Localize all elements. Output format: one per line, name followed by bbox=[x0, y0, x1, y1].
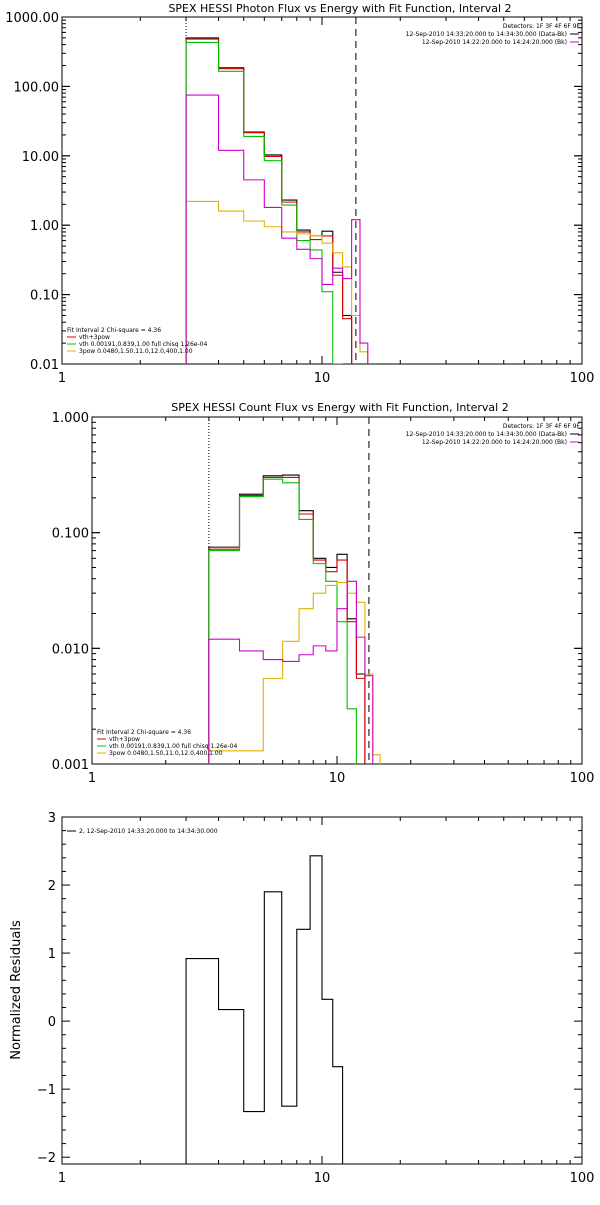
x-tick-label: 100 bbox=[570, 1171, 595, 1186]
y-tick-label: 0.100 bbox=[52, 527, 89, 542]
legend-label: 3pow 0.0480,1.50,11.0,12.0,400,1.00 bbox=[79, 348, 193, 355]
series-line-2 bbox=[185, 41, 344, 364]
interval-label: 12-Sep-2010 14:22:20.000 to 14:24:20.000… bbox=[422, 439, 567, 446]
fit-info-label: Fit Interval 2 Chi-square = 4.36 bbox=[67, 327, 161, 334]
data-layer bbox=[185, 17, 369, 364]
y-tick-label: 1.000 bbox=[52, 411, 89, 426]
data-layer bbox=[185, 855, 344, 1164]
interval-label: 12-Sep-2010 14:22:20.000 to 14:24:20.000… bbox=[422, 39, 567, 46]
y-tick-label: 0.01 bbox=[30, 358, 59, 373]
photon-flux-frame bbox=[61, 16, 583, 365]
y-tick-label: −1 bbox=[37, 1083, 56, 1098]
y-tick-label: 1 bbox=[48, 947, 56, 962]
y-tick-label: 100.00 bbox=[14, 80, 60, 95]
fit-info-label: Fit Interval 2 Chi-square = 4.36 bbox=[97, 729, 191, 736]
series-line-3 bbox=[208, 582, 381, 764]
series-line-3 bbox=[185, 200, 369, 364]
y-tick-label: 0 bbox=[48, 1015, 56, 1030]
count-flux-plot: 1 10 100 1.000 0.100 0.010 0.001 Detectors: 1F … bbox=[52, 411, 595, 786]
series-line-0 bbox=[185, 855, 344, 1164]
legend-label: 2, 12-Sep-2010 14:33:20.000 to 14:34:30.… bbox=[79, 828, 218, 835]
y-tick-label: −2 bbox=[37, 1151, 56, 1166]
detectors-label: Detectors: 1F 3F 4F 6F 9F bbox=[503, 23, 581, 30]
y-tick-label: 2 bbox=[48, 879, 56, 894]
interval-label: 12-Sep-2010 14:33:20.000 to 14:34:30.000… bbox=[406, 31, 567, 38]
photon-flux-panel: SPEX HESSI Photon Flux vs Energy with Fi… bbox=[5, 2, 595, 386]
x-tick-label: 10 bbox=[314, 1171, 331, 1186]
x-tick-label: 10 bbox=[329, 771, 346, 786]
series-line-0 bbox=[208, 474, 366, 764]
x-tick-label: 100 bbox=[570, 371, 595, 386]
count-flux-title: SPEX HESSI Count Flux vs Energy with Fit… bbox=[171, 401, 508, 414]
x-tick-label: 10 bbox=[314, 371, 331, 386]
x-tick-label: 1 bbox=[88, 771, 96, 786]
y-tick-label: 0.10 bbox=[30, 289, 59, 304]
y-tick-label: 0.001 bbox=[52, 758, 89, 773]
legend-label: vth+3pow bbox=[79, 334, 110, 341]
x-tick-label: 1 bbox=[58, 371, 66, 386]
series-line-2 bbox=[208, 478, 357, 764]
legend-label: vth 0.00191,0.839,1.00 full chisq 1.26e-… bbox=[79, 341, 207, 348]
photon-flux-plot: 1 10 100 1000.00 100.00 10.00 1.00 0.10 0.01 Dete… bbox=[5, 11, 595, 386]
count-flux-panel: SPEX HESSI Count Flux vs Energy with Fit… bbox=[52, 401, 595, 786]
series-line-4 bbox=[208, 580, 374, 764]
legend-label: vth+3pow bbox=[109, 736, 140, 743]
data-layer bbox=[208, 417, 381, 764]
y-tick-label: 0.010 bbox=[52, 642, 89, 657]
photon-flux-title: SPEX HESSI Photon Flux vs Energy with Fi… bbox=[168, 2, 511, 15]
y-tick-label: 10.00 bbox=[22, 150, 59, 165]
detectors-label: Detectors: 1F 3F 4F 6F 9F bbox=[503, 423, 581, 430]
residuals-ylabel: Normalized Residuals bbox=[9, 920, 24, 1060]
series-line-0 bbox=[185, 37, 353, 364]
series-line-4 bbox=[185, 94, 369, 364]
x-tick-label: 100 bbox=[570, 771, 595, 786]
y-tick-label: 1.00 bbox=[30, 219, 59, 234]
series-line-1 bbox=[185, 38, 353, 364]
legend-label: vth 0.00191,0.839,1.00 full chisq 1.26e-… bbox=[109, 743, 237, 750]
y-tick-label: 3 bbox=[48, 811, 56, 826]
y-tick-label: 1000.00 bbox=[5, 11, 59, 26]
interval-label: 12-Sep-2010 14:33:20.000 to 14:34:30.000… bbox=[406, 431, 567, 438]
x-tick-label: 1 bbox=[58, 1171, 66, 1186]
legend-label: 3pow 0.0480,1.50,11.0,12.0,400,1.00 bbox=[109, 750, 223, 757]
